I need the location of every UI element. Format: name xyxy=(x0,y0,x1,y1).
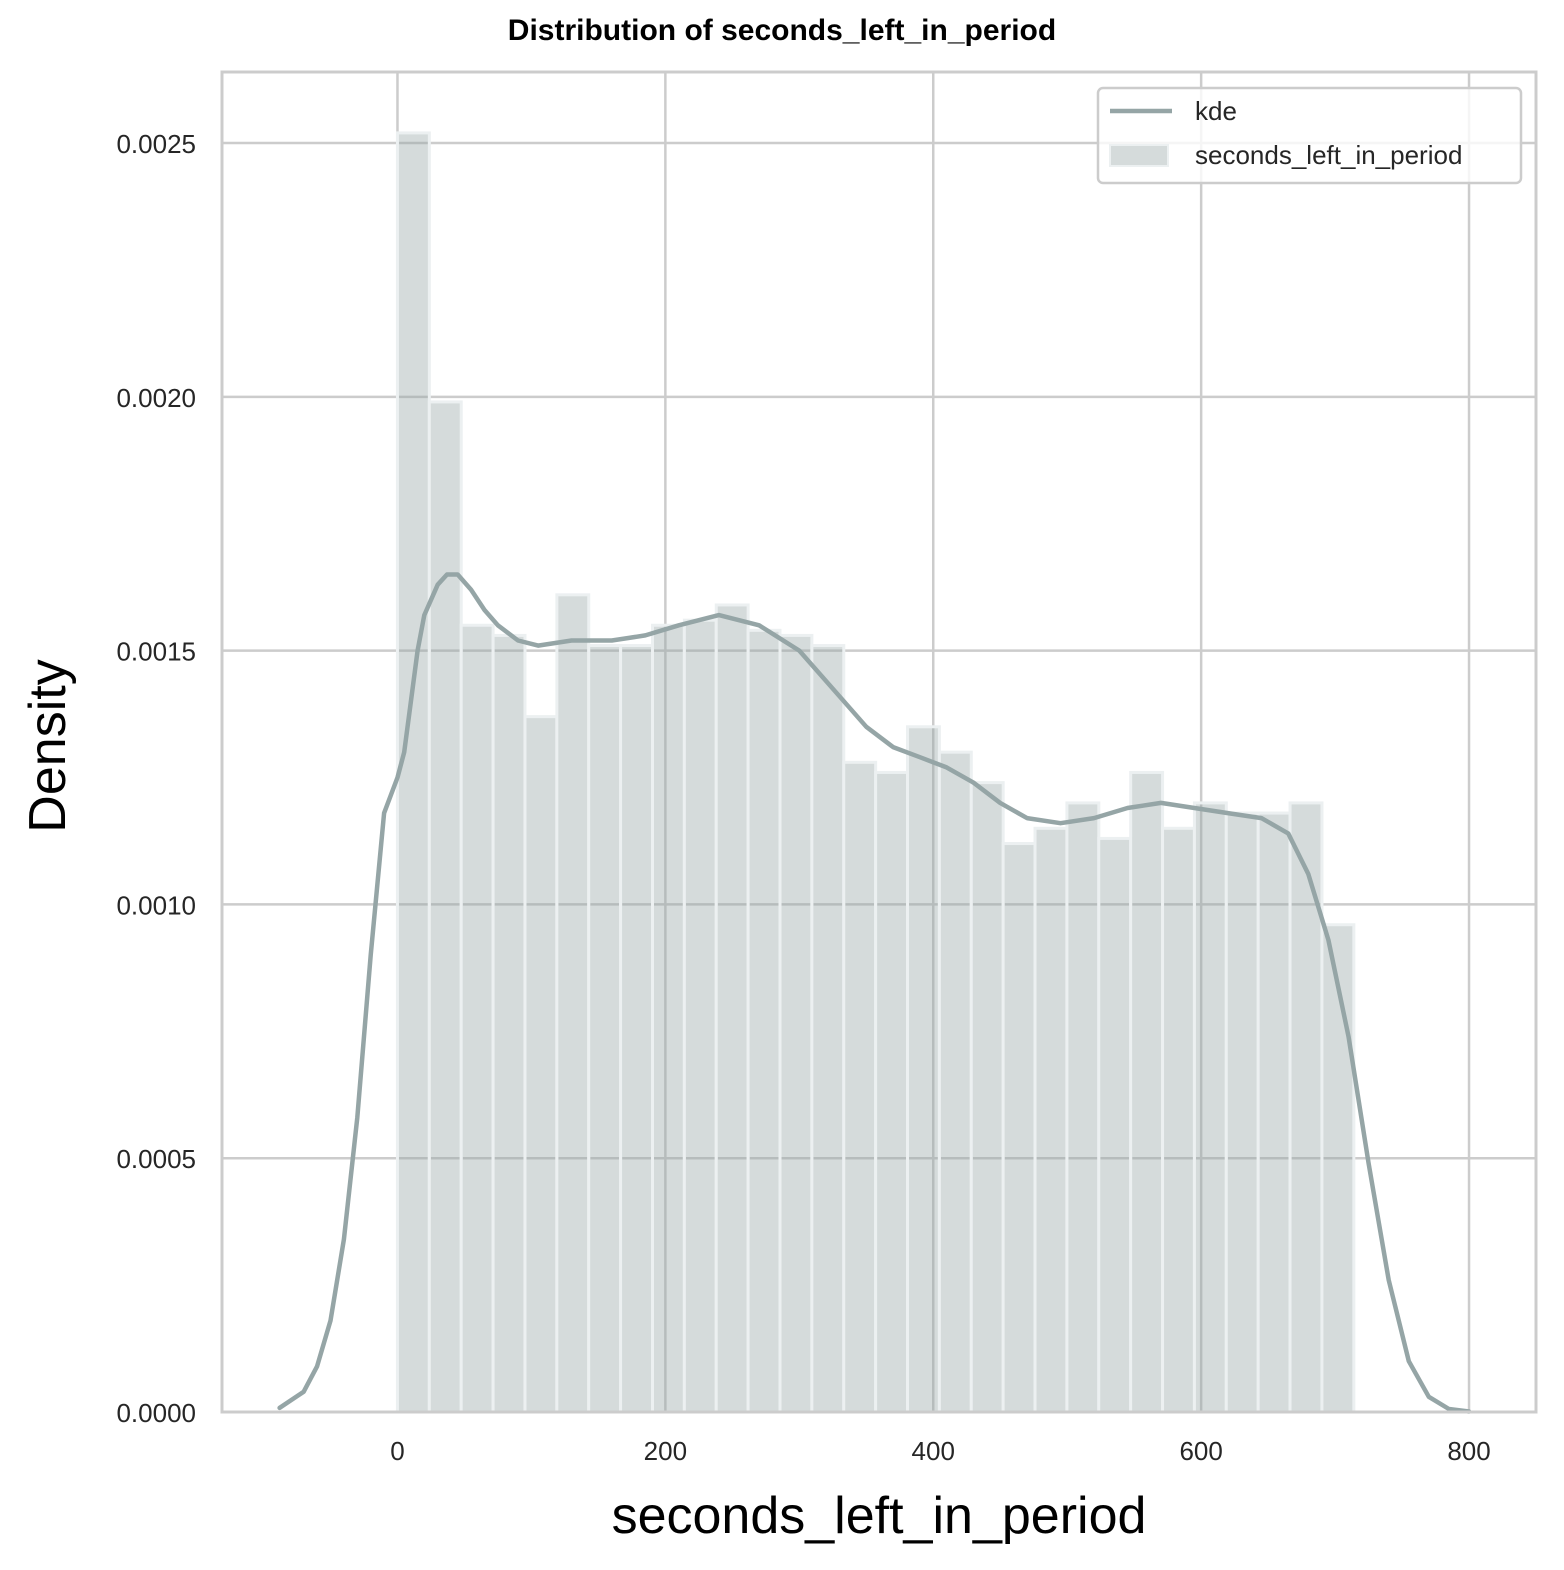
histogram-bar xyxy=(1224,811,1260,1414)
histogram-bar xyxy=(778,633,814,1414)
histogram-bar xyxy=(746,628,782,1414)
histogram-bar xyxy=(1033,826,1069,1414)
histogram-bar xyxy=(842,760,878,1414)
histogram-bar xyxy=(491,633,527,1414)
histogram-bar xyxy=(1129,770,1165,1414)
histogram-bar xyxy=(1065,801,1101,1414)
histogram-bar xyxy=(459,623,495,1414)
x-tick-label: 200 xyxy=(644,1436,687,1466)
histogram-bar xyxy=(619,644,654,1414)
y-tick-label: 0.0010 xyxy=(116,890,196,920)
legend-box xyxy=(1096,86,1523,185)
histogram-bars xyxy=(395,131,1356,1414)
histogram-bar xyxy=(874,770,910,1414)
y-axis-label: Density xyxy=(19,659,77,833)
chart-title: Distribution of seconds_left_in_period xyxy=(507,14,1057,47)
legend-hist-swatch xyxy=(1109,144,1169,167)
x-tick-label: 800 xyxy=(1447,1436,1490,1466)
histogram-bar xyxy=(523,715,559,1414)
x-tick-label: 0 xyxy=(390,1436,404,1466)
histogram-bar xyxy=(1097,836,1133,1414)
histogram-bar xyxy=(906,725,941,1414)
y-tick-label: 0.0025 xyxy=(116,129,196,159)
kde-line xyxy=(277,572,1472,1414)
x-tick-label: 400 xyxy=(912,1436,955,1466)
histogram-bar xyxy=(714,603,750,1414)
histogram-bar xyxy=(1320,923,1356,1414)
histogram-bar xyxy=(427,400,463,1414)
histogram-bar xyxy=(650,623,686,1414)
histogram-bar xyxy=(937,750,973,1414)
legend: kde seconds_left_in_period xyxy=(1096,86,1523,185)
axes-frame xyxy=(220,70,1538,1414)
y-tick-label: 0.0005 xyxy=(116,1144,196,1174)
histogram-bar xyxy=(587,644,623,1414)
histogram-bar xyxy=(1001,842,1037,1414)
axes-border xyxy=(220,70,1538,1414)
x-axis-label: seconds_left_in_period xyxy=(611,1487,1147,1545)
tick-labels: 0 200 400 600 800 0.0000 0.0005 0.0010 0.0015 0.0… xyxy=(116,129,1490,1466)
histogram-bar xyxy=(1161,826,1196,1414)
legend-hist-label: seconds_left_in_period xyxy=(1195,140,1462,170)
legend-kde-label: kde xyxy=(1195,96,1237,126)
histogram-bar xyxy=(1192,801,1228,1414)
histogram-bar xyxy=(1256,811,1292,1414)
y-tick-label: 0.0000 xyxy=(116,1398,196,1428)
histogram-bar xyxy=(1288,801,1324,1414)
histogram-bar xyxy=(555,593,591,1414)
y-tick-label: 0.0020 xyxy=(116,383,196,413)
x-tick-label: 600 xyxy=(1179,1436,1222,1466)
histogram-bar xyxy=(395,131,431,1414)
y-tick-label: 0.0015 xyxy=(116,637,196,667)
histogram-bar xyxy=(969,781,1005,1414)
histogram-bar xyxy=(682,618,718,1414)
histogram-bar xyxy=(810,644,846,1414)
kde-curve xyxy=(277,572,1472,1414)
